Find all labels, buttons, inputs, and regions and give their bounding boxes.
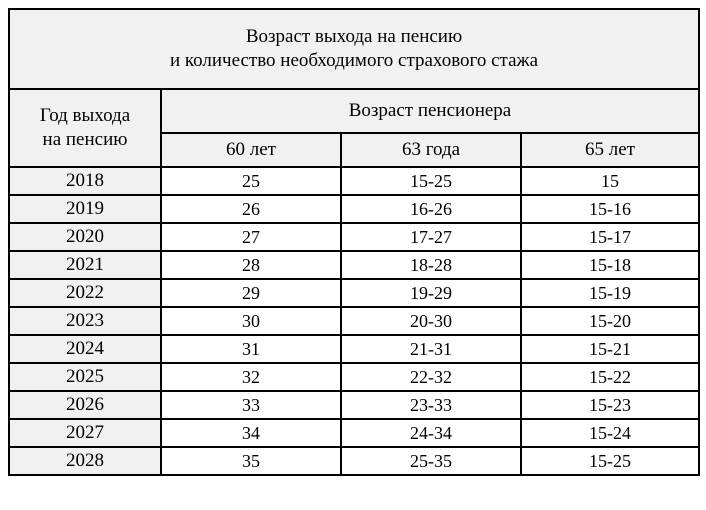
value-cell-60: 30 xyxy=(160,306,342,336)
year-cell: 2027 xyxy=(8,418,162,448)
value-cell-63: 19-29 xyxy=(340,278,522,308)
value-cell-60: 35 xyxy=(160,446,342,476)
value-cell-65: 15-25 xyxy=(520,446,700,476)
value-cell-60: 25 xyxy=(160,166,342,196)
year-cell: 2019 xyxy=(8,194,162,224)
year-cell: 2018 xyxy=(8,166,162,196)
table-row: 2024 31 21-31 15-21 xyxy=(8,334,700,364)
value-cell-60: 34 xyxy=(160,418,342,448)
value-cell-63: 23-33 xyxy=(340,390,522,420)
column-header-year: Год выхода на пенсию xyxy=(8,88,162,168)
value-cell-63: 20-30 xyxy=(340,306,522,336)
year-cell: 2022 xyxy=(8,278,162,308)
year-cell: 2024 xyxy=(8,334,162,364)
value-cell-60: 31 xyxy=(160,334,342,364)
column-header-year-line-1: Год выхода xyxy=(39,105,131,126)
column-group-header-age: Возраст пенсионера xyxy=(160,88,700,134)
value-cell-60: 33 xyxy=(160,390,342,420)
table-title-line-2: и количество необходимого страхового ста… xyxy=(169,50,539,71)
year-cell: 2023 xyxy=(8,306,162,336)
table-row: 2027 34 24-34 15-24 xyxy=(8,418,700,448)
table-row: 2023 30 20-30 15-20 xyxy=(8,306,700,336)
value-cell-63: 18-28 xyxy=(340,250,522,280)
value-cell-63: 17-27 xyxy=(340,222,522,252)
value-cell-65: 15 xyxy=(520,166,700,196)
year-cell: 2020 xyxy=(8,222,162,252)
pension-table: Возраст выхода на пенсию и количество не… xyxy=(8,8,700,476)
year-cell: 2028 xyxy=(8,446,162,476)
column-header-age-60: 60 лет xyxy=(160,132,342,168)
table-row: 2018 25 15-25 15 xyxy=(8,166,700,196)
table-row: 2022 29 19-29 15-19 xyxy=(8,278,700,308)
year-cell: 2025 xyxy=(8,362,162,392)
value-cell-60: 32 xyxy=(160,362,342,392)
table-title: Возраст выхода на пенсию и количество не… xyxy=(8,8,700,90)
value-cell-65: 15-19 xyxy=(520,278,700,308)
column-header-year-line-2: на пенсию xyxy=(42,129,128,150)
value-cell-65: 15-18 xyxy=(520,250,700,280)
column-header-age-63: 63 года xyxy=(340,132,522,168)
value-cell-60: 28 xyxy=(160,250,342,280)
value-cell-60: 27 xyxy=(160,222,342,252)
value-cell-60: 26 xyxy=(160,194,342,224)
year-cell: 2026 xyxy=(8,390,162,420)
value-cell-65: 15-20 xyxy=(520,306,700,336)
header-row-group: Год выхода на пенсию Возраст пенсионера xyxy=(8,88,700,168)
column-header-age-65: 65 лет xyxy=(520,132,700,168)
value-cell-65: 15-17 xyxy=(520,222,700,252)
table-row: 2019 26 16-26 15-16 xyxy=(8,194,700,224)
year-cell: 2021 xyxy=(8,250,162,280)
table-row: 2021 28 18-28 15-18 xyxy=(8,250,700,280)
header-row-ages: 60 лет 63 года 65 лет xyxy=(9,132,700,168)
value-cell-65: 15-21 xyxy=(520,334,700,364)
table-row: 2026 33 23-33 15-23 xyxy=(8,390,700,420)
value-cell-63: 24-34 xyxy=(340,418,522,448)
value-cell-65: 15-22 xyxy=(520,362,700,392)
value-cell-63: 21-31 xyxy=(340,334,522,364)
table-title-line-1: Возраст выхода на пенсию xyxy=(245,26,463,47)
title-row: Возраст выхода на пенсию и количество не… xyxy=(8,8,700,90)
table-row: 2020 27 17-27 15-17 xyxy=(8,222,700,252)
value-cell-63: 25-35 xyxy=(340,446,522,476)
table-row: 2028 35 25-35 15-25 xyxy=(8,446,700,476)
value-cell-63: 22-32 xyxy=(340,362,522,392)
value-cell-60: 29 xyxy=(160,278,342,308)
value-cell-65: 15-23 xyxy=(520,390,700,420)
value-cell-63: 16-26 xyxy=(340,194,522,224)
value-cell-65: 15-24 xyxy=(520,418,700,448)
value-cell-63: 15-25 xyxy=(340,166,522,196)
value-cell-65: 15-16 xyxy=(520,194,700,224)
table-row: 2025 32 22-32 15-22 xyxy=(8,362,700,392)
